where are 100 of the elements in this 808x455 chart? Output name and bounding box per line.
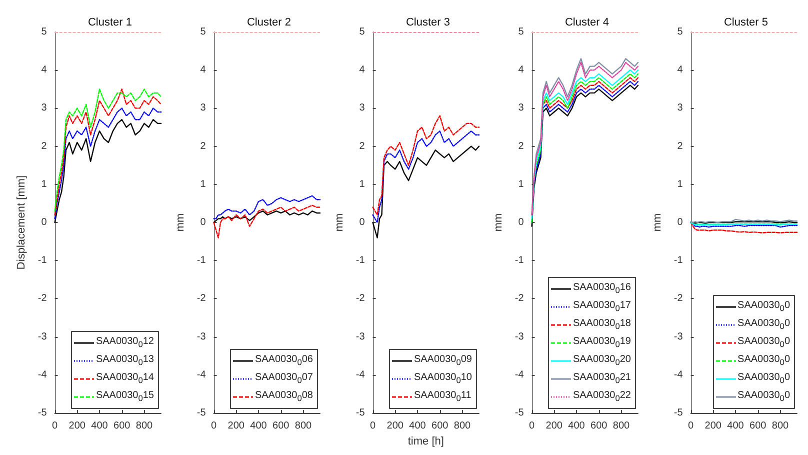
legend-label: SAA0030$_{0}$0	[738, 371, 790, 387]
y-tick-label: 1	[677, 178, 684, 190]
y-tick-label: -1	[674, 255, 684, 266]
y-tick-label: -5	[38, 408, 48, 418]
y-tick-label: 4	[359, 64, 366, 76]
y-tick-label: -3	[674, 331, 684, 342]
y-tick-label: 4	[41, 64, 48, 76]
legend-label: SAA0030$_{0}$14	[96, 371, 154, 387]
y-tick-label: -3	[196, 331, 206, 342]
y-tick-label: 5	[359, 26, 366, 38]
y-axis-title: mm	[334, 213, 346, 232]
y-tick-label: 3	[200, 102, 206, 114]
x-axis-title: time [h]	[408, 435, 444, 448]
y-tick-label: 5	[41, 26, 48, 38]
x-tick-label: 800	[772, 420, 790, 432]
y-tick-label: -4	[514, 369, 524, 380]
x-tick-label: 0	[52, 420, 58, 432]
legend-label: SAA0030$_{0}$11	[414, 389, 472, 405]
x-tick-label: 200	[228, 420, 245, 432]
x-tick-label: 800	[136, 420, 154, 432]
legend-label: SAA0030$_{0}$13	[96, 353, 154, 369]
legend-label: SAA0030$_{0}$10	[414, 371, 472, 387]
y-tick-label: 5	[200, 26, 206, 38]
y-tick-label: -4	[196, 369, 206, 380]
y-tick-label: 3	[359, 102, 366, 114]
chart-title: Cluster 2	[246, 16, 292, 28]
x-tick-label: 200	[704, 420, 722, 432]
y-tick-label: -5	[674, 408, 684, 418]
y-tick-label: -3	[356, 331, 366, 342]
y-tick-label: -5	[356, 408, 366, 418]
y-tick-label: 0	[677, 217, 684, 228]
y-tick-label: -2	[674, 293, 684, 304]
x-tick-label: 400	[250, 420, 268, 432]
legend-label: SAA0030$_{0}$06	[254, 353, 313, 369]
x-tick-label: 400	[568, 420, 586, 432]
x-tick-label: 400	[409, 420, 426, 432]
y-tick-label: -3	[38, 331, 48, 342]
y-axis-title: Displacement [mm]	[16, 175, 28, 270]
legend-label: SAA0030$_{0}$0	[738, 389, 790, 405]
line-series	[542, 77, 639, 109]
legend-label: SAA0030$_{0}$12	[96, 335, 154, 351]
legend-label: SAA0030$_{0}$22	[572, 389, 631, 405]
x-tick-label: 200	[68, 420, 86, 432]
chart-title: Cluster 3	[406, 16, 450, 28]
y-tick-label: 3	[677, 102, 684, 114]
y-tick-label: -1	[38, 255, 48, 266]
chart-title: Cluster 4	[564, 16, 610, 28]
x-tick-label: 600	[114, 420, 131, 432]
legend-label: SAA0030$_{0}$19	[572, 335, 631, 351]
y-tick-label: 1	[41, 178, 48, 190]
legend-label: SAA0030$_{0}$18	[572, 317, 631, 333]
y-tick-label: -3	[514, 331, 524, 342]
x-tick-label: 200	[386, 420, 404, 432]
legend-label: SAA0030$_{0}$0	[738, 317, 790, 333]
y-tick-label: 2	[200, 140, 206, 152]
y-tick-label: -4	[674, 369, 684, 380]
legend-label: SAA0030$_{0}$20	[572, 353, 631, 369]
legend-label: SAA0030$_{0}$09	[414, 353, 472, 369]
y-tick-label: -4	[356, 369, 366, 380]
legend-label: SAA0030$_{0}$0	[738, 353, 790, 369]
y-tick-label: 3	[518, 102, 524, 114]
y-tick-label: 2	[41, 140, 48, 152]
legend-label: SAA0030$_{0}$08	[254, 389, 313, 405]
y-tick-label: 1	[518, 178, 524, 190]
line-series	[213, 195, 321, 220]
legend-label: SAA0030$_{0}$21	[572, 371, 631, 387]
line-series	[372, 146, 480, 238]
chart-title: Cluster 1	[88, 16, 132, 28]
x-tick-label: 0	[688, 420, 694, 432]
x-tick-label: 0	[211, 420, 218, 432]
legend-label: SAA0030$_{0}$15	[96, 389, 154, 405]
y-tick-label: -2	[356, 293, 366, 304]
y-tick-label: 2	[359, 140, 366, 152]
legend-label: SAA0030$_{0}$16	[572, 281, 631, 297]
line-series	[372, 130, 480, 224]
y-tick-label: 1	[359, 178, 366, 190]
x-tick-label: 600	[272, 420, 290, 432]
x-tick-label: 600	[432, 420, 449, 432]
x-tick-label: 400	[727, 420, 744, 432]
y-tick-label: -2	[196, 293, 206, 304]
y-tick-label: 4	[518, 64, 524, 76]
y-axis-title: mm	[174, 213, 186, 232]
legend-label: SAA0030$_{0}$07	[254, 371, 313, 387]
y-tick-label: 0	[359, 217, 366, 228]
y-tick-label: -5	[196, 408, 206, 418]
x-tick-label: 800	[294, 420, 312, 432]
y-tick-label: 1	[200, 178, 206, 190]
x-tick-label: 200	[546, 420, 563, 432]
x-tick-label: 800	[612, 420, 630, 432]
y-axis-title: mm	[492, 213, 504, 232]
y-tick-label: 4	[677, 64, 684, 76]
y-tick-label: -1	[196, 255, 206, 266]
y-tick-label: 5	[518, 26, 524, 38]
y-tick-label: 2	[677, 140, 684, 152]
y-tick-label: 3	[41, 102, 48, 114]
y-tick-label: 0	[200, 217, 206, 228]
legend-label: SAA0030$_{0}$17	[572, 299, 631, 315]
y-tick-label: 4	[200, 64, 206, 76]
y-tick-label: -4	[38, 369, 48, 380]
y-tick-label: -2	[514, 293, 524, 304]
